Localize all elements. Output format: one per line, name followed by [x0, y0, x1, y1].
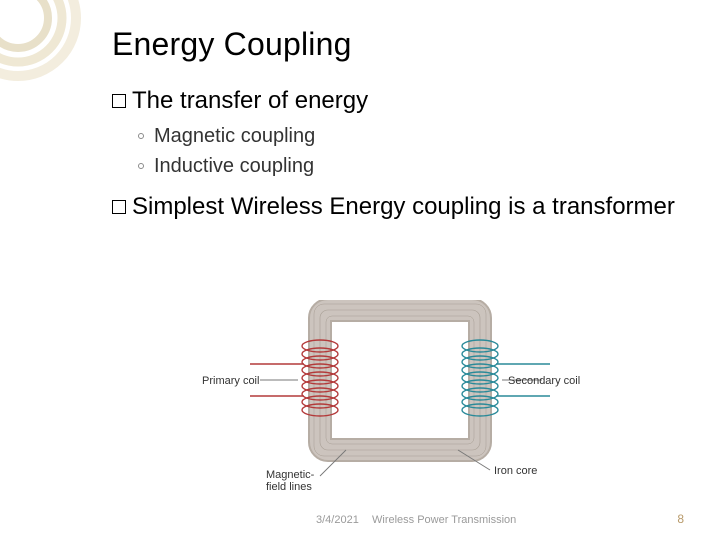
checkbox-icon — [112, 200, 126, 214]
sub-bullet-inductive: Inductive coupling — [138, 151, 680, 181]
slide: Energy Coupling The transfer of energy M… — [0, 0, 720, 540]
transformer-diagram: Primary coil Secondary coil Magnetic- fi… — [190, 300, 590, 490]
bullet-text: The transfer of energy — [132, 87, 368, 114]
bullet-text: Simplest Wireless Energy coupling is a t… — [132, 193, 675, 220]
page-number: 8 — [677, 512, 684, 526]
label-secondary: Secondary coil — [508, 375, 580, 387]
ring-bullet-icon — [138, 163, 144, 169]
bullet-simplest: Simplest Wireless Energy coupling is a t… — [112, 191, 680, 223]
sub-bullet-text: Inductive coupling — [154, 155, 314, 177]
footer-title: Wireless Power Transmission — [372, 514, 516, 526]
footer-date: 3/4/2021 — [316, 514, 359, 526]
label-fieldlines-1: Magnetic- — [266, 469, 315, 481]
sub-bullet-text: Magnetic coupling — [154, 125, 315, 147]
ring-bullet-icon — [138, 133, 144, 139]
label-core: Iron core — [494, 465, 537, 477]
slide-title: Energy Coupling — [112, 26, 680, 63]
label-fieldlines-2: field lines — [266, 481, 312, 490]
bullet-transfer: The transfer of energy — [112, 87, 680, 115]
label-primary: Primary coil — [202, 375, 259, 387]
sub-bullet-magnetic: Magnetic coupling — [138, 121, 680, 151]
checkbox-icon — [112, 94, 126, 108]
iron-core — [314, 304, 486, 456]
